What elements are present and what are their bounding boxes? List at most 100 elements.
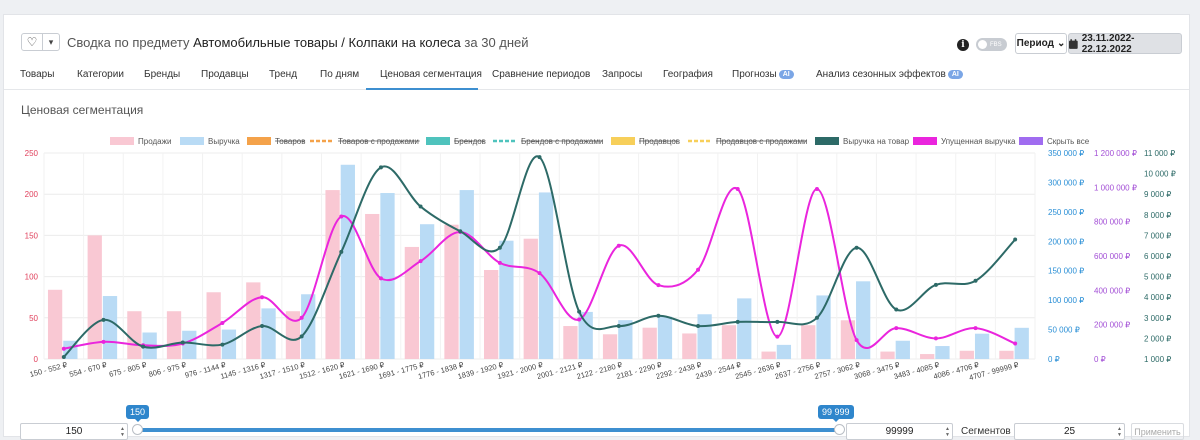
date-range-button[interactable]: 23.11.2022-22.12.2022 xyxy=(1068,33,1182,55)
lost-revenue-point[interactable] xyxy=(418,259,423,264)
revenue-per-item-point[interactable] xyxy=(854,245,859,250)
tab-price-segmentation[interactable]: Ценовая сегментация xyxy=(380,69,482,80)
tab-goods[interactable]: Товары xyxy=(20,69,55,80)
apply-button[interactable]: Применить xyxy=(1131,423,1184,440)
sales-bar[interactable] xyxy=(285,311,301,359)
legend-item[interactable]: Выручка xyxy=(180,137,240,146)
revenue-bar[interactable] xyxy=(340,164,355,359)
tab-geography[interactable]: География xyxy=(663,69,713,80)
slider-max-handle[interactable] xyxy=(834,424,845,435)
tab-period-comparison[interactable]: Сравнение периодов xyxy=(492,69,591,80)
revenue-bar[interactable] xyxy=(261,308,276,359)
tab-seasonal-analysis[interactable]: Анализ сезонных эффектов AI xyxy=(816,69,963,80)
tab-forecasts[interactable]: Прогнозы AI xyxy=(732,69,794,80)
lost-revenue-point[interactable] xyxy=(933,336,938,341)
lost-revenue-point[interactable] xyxy=(299,315,304,320)
revenue-bar[interactable] xyxy=(221,329,237,359)
sales-bar[interactable] xyxy=(761,351,776,359)
revenue-per-item-point[interactable] xyxy=(458,229,463,234)
segments-input[interactable]: 25 ▲ ▼ xyxy=(1014,423,1125,440)
lost-revenue-point[interactable] xyxy=(260,295,265,300)
lost-revenue-point[interactable] xyxy=(894,326,899,331)
sales-bar[interactable] xyxy=(523,238,538,359)
lost-revenue-point[interactable] xyxy=(339,214,344,219)
revenue-bar[interactable] xyxy=(538,192,554,359)
sales-bar[interactable] xyxy=(959,350,974,359)
revenue-bar[interactable] xyxy=(974,333,990,359)
revenue-bar[interactable] xyxy=(182,330,197,359)
legend-item[interactable]: Продавцов с продажами xyxy=(688,137,807,146)
sales-bar[interactable] xyxy=(682,333,697,359)
lost-revenue-point[interactable] xyxy=(616,243,621,248)
revenue-bar[interactable] xyxy=(895,340,910,359)
revenue-bar[interactable] xyxy=(618,320,633,359)
revenue-per-item-point[interactable] xyxy=(735,319,740,324)
sales-bar[interactable] xyxy=(920,354,935,359)
sales-bar[interactable] xyxy=(127,311,142,359)
revenue-per-item-point[interactable] xyxy=(418,204,423,209)
tab-by-days[interactable]: По дням xyxy=(320,69,360,80)
revenue-per-item-point[interactable] xyxy=(497,245,502,250)
revenue-bar[interactable] xyxy=(499,240,514,359)
revenue-per-item-point[interactable] xyxy=(894,307,899,312)
revenue-bar[interactable] xyxy=(102,296,118,359)
revenue-per-item-point[interactable] xyxy=(141,344,146,349)
legend-item[interactable]: Продажи xyxy=(110,137,171,146)
chevron-down-icon[interactable]: ▾ xyxy=(42,33,60,51)
lost-revenue-point[interactable] xyxy=(1013,341,1018,346)
legend-item[interactable]: Упущенная выручка xyxy=(913,137,1016,146)
info-icon[interactable]: i xyxy=(957,39,969,51)
sales-bar[interactable] xyxy=(563,326,578,359)
revenue-per-item-point[interactable] xyxy=(616,324,621,329)
sales-bar[interactable] xyxy=(801,325,816,359)
revenue-bar[interactable] xyxy=(419,224,435,359)
revenue-bar[interactable] xyxy=(856,281,871,359)
lost-revenue-point[interactable] xyxy=(814,187,819,192)
revenue-per-item-point[interactable] xyxy=(1013,237,1018,242)
sales-bar[interactable] xyxy=(87,235,102,359)
lost-revenue-point[interactable] xyxy=(537,271,542,276)
legend-item[interactable]: Товаров с продажами xyxy=(310,137,420,146)
lost-revenue-point[interactable] xyxy=(656,283,661,288)
revenue-per-item-point[interactable] xyxy=(378,165,383,170)
lost-revenue-point[interactable] xyxy=(577,317,582,322)
lost-revenue-point[interactable] xyxy=(735,187,740,192)
slider-min-handle[interactable] xyxy=(132,424,143,435)
revenue-per-item-point[interactable] xyxy=(101,317,106,322)
max-price-input[interactable]: 99999 ▲ ▼ xyxy=(846,423,953,440)
revenue-per-item-point[interactable] xyxy=(933,282,938,287)
lost-revenue-point[interactable] xyxy=(101,339,106,344)
sales-bar[interactable] xyxy=(166,311,182,359)
sales-bar[interactable] xyxy=(880,351,895,359)
lost-revenue-point[interactable] xyxy=(696,267,701,272)
sales-bar[interactable] xyxy=(840,320,856,359)
lost-revenue-point[interactable] xyxy=(854,338,859,343)
sales-bar[interactable] xyxy=(602,334,618,359)
legend-item[interactable]: Выручка на товар xyxy=(815,137,910,146)
revenue-bar[interactable] xyxy=(1014,327,1029,359)
stepper-icon[interactable]: ▲ ▼ xyxy=(120,426,125,438)
revenue-bar[interactable] xyxy=(578,311,593,359)
legend-item[interactable]: Брендов с продажами xyxy=(493,137,603,146)
revenue-bar[interactable] xyxy=(776,344,792,359)
sales-bar[interactable] xyxy=(206,292,221,359)
revenue-per-item-point[interactable] xyxy=(537,155,542,160)
tab-sellers[interactable]: Продавцы xyxy=(201,69,249,80)
legend-item[interactable]: Товаров xyxy=(247,137,305,146)
sales-bar[interactable] xyxy=(246,282,261,359)
legend-item[interactable]: Скрыть все xyxy=(1019,137,1090,146)
sales-bar[interactable] xyxy=(999,350,1014,359)
slider-track[interactable] xyxy=(138,428,840,432)
sales-bar[interactable] xyxy=(365,213,380,359)
stepper-icon[interactable]: ▲ ▼ xyxy=(945,426,950,438)
revenue-per-item-point[interactable] xyxy=(299,334,304,339)
revenue-bar[interactable] xyxy=(935,346,950,359)
sales-bar[interactable] xyxy=(47,289,63,359)
revenue-per-item-point[interactable] xyxy=(973,278,978,283)
revenue-bar[interactable] xyxy=(737,298,752,359)
revenue-per-item-point[interactable] xyxy=(61,354,66,359)
lost-revenue-point[interactable] xyxy=(973,326,978,331)
sales-bar[interactable] xyxy=(444,224,459,359)
stepper-icon[interactable]: ▲ ▼ xyxy=(1117,426,1122,438)
revenue-bar[interactable] xyxy=(459,190,474,359)
